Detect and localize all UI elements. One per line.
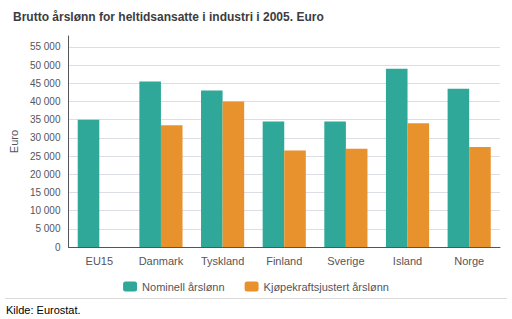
svg-text:EU15: EU15: [86, 255, 114, 267]
svg-text:45 000: 45 000: [30, 78, 61, 89]
svg-text:Finland: Finland: [266, 255, 302, 267]
svg-text:Kilde: Eurostat.: Kilde: Eurostat.: [6, 304, 81, 316]
svg-text:20 000: 20 000: [30, 169, 61, 180]
svg-text:Euro: Euro: [8, 130, 20, 153]
svg-text:25 000: 25 000: [30, 151, 61, 162]
svg-text:35 000: 35 000: [30, 114, 61, 125]
svg-text:Norge: Norge: [454, 255, 484, 267]
svg-text:30 000: 30 000: [30, 132, 61, 143]
svg-text:Danmark: Danmark: [139, 255, 184, 267]
svg-text:50 000: 50 000: [30, 60, 61, 71]
svg-text:0: 0: [55, 242, 61, 253]
svg-text:55 000: 55 000: [30, 41, 61, 52]
svg-text:Tyskland: Tyskland: [201, 255, 244, 267]
svg-text:Kjøpekraftsjustert årslønn: Kjøpekraftsjustert årslønn: [264, 281, 389, 293]
svg-text:Brutto årslønn for heltidsansa: Brutto årslønn for heltidsansatte i indu…: [13, 10, 324, 24]
svg-text:40 000: 40 000: [30, 96, 61, 107]
svg-text:Nominell årslønn: Nominell årslønn: [142, 281, 225, 293]
svg-text:Sverige: Sverige: [327, 255, 364, 267]
svg-text:Island: Island: [393, 255, 422, 267]
svg-text:5 000: 5 000: [35, 223, 60, 234]
svg-text:15 000: 15 000: [30, 187, 61, 198]
svg-text:10 000: 10 000: [30, 205, 61, 216]
